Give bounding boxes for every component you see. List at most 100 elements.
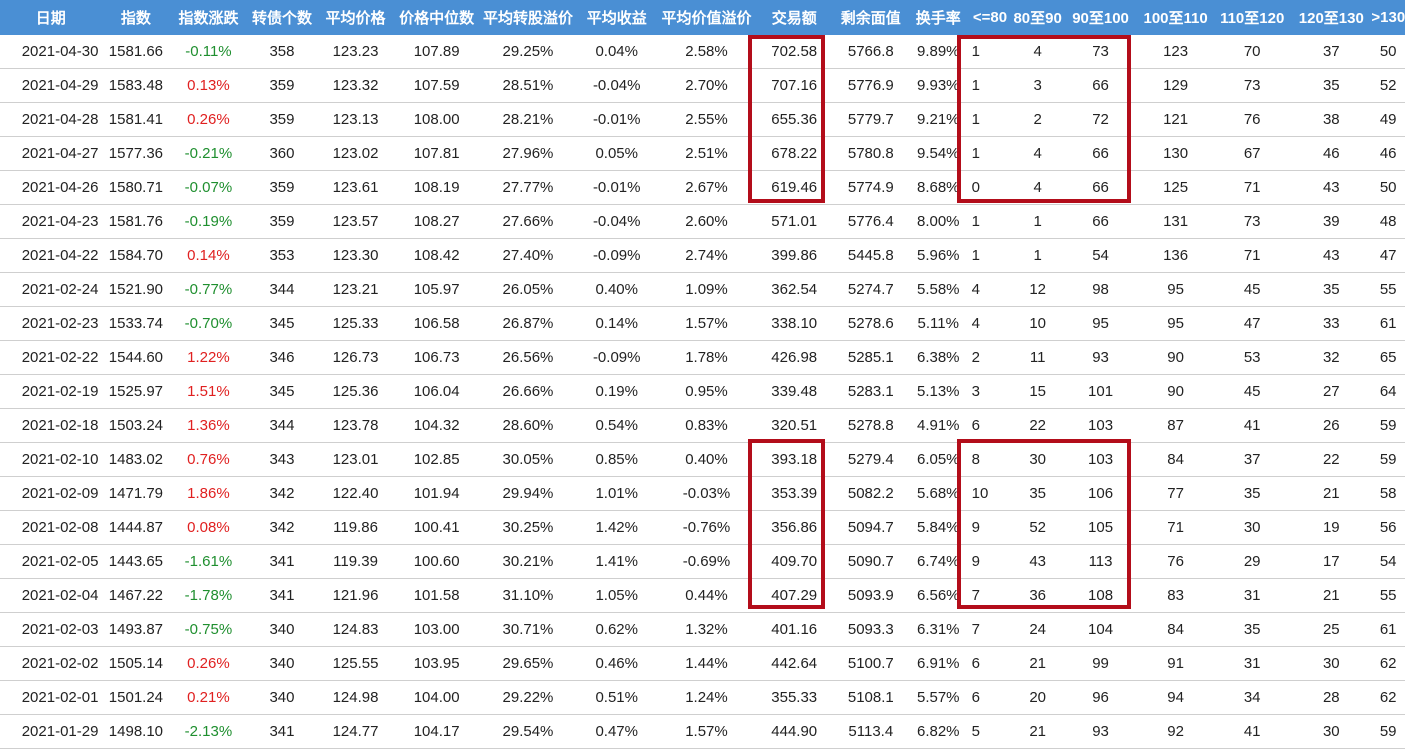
table-row[interactable]: 2021-04-30 1581.66 -0.11% 358 123.23 107.89 29… [0,35,1405,69]
cell-le80: 5 [967,714,1013,749]
table-row[interactable]: 2021-04-28 1581.41 0.26% 359 123.13 108.00 28.… [0,102,1405,137]
cell-90-100: 54 [1063,238,1139,273]
header-bond-count[interactable]: 转债个数 [246,0,318,35]
table-row[interactable]: 2021-02-22 1544.60 1.22% 346 126.73 106.73 26.… [0,340,1405,375]
cell-le80: 4 [967,272,1013,307]
cell-turnover: 6.91% [908,646,968,681]
header-le80[interactable]: <=80 [967,0,1013,35]
header-avg-price[interactable]: 平均价格 [317,0,394,35]
table-row[interactable]: 2021-02-10 1483.02 0.76% 343 123.01 102.85 30.… [0,442,1405,477]
cell-avg-value-premium: 1.57% [657,306,756,341]
cell-bond-count: 341 [246,714,318,749]
cell-avg-return: -0.04% [576,204,658,239]
cell-median-price: 107.81 [393,136,480,171]
cell-avg-return: 1.01% [576,476,658,511]
cell-avg-return: 1.05% [576,578,658,613]
cell-index: 1498.10 [101,714,171,749]
cell-turnover: 5.13% [908,374,968,409]
cell-le80: 1 [967,204,1013,239]
header-remaining-face[interactable]: 剩余面值 [832,0,909,35]
cell-gt130: 50 [1371,170,1405,205]
table-row[interactable]: 2021-02-04 1467.22 -1.78% 341 121.96 101.58 31… [0,578,1405,613]
header-date[interactable]: 日期 [0,0,102,35]
cell-110-120: 73 [1213,204,1292,239]
cell-avg-conversion-premium: 26.05% [479,272,577,307]
header-avg-conversion-premium[interactable]: 平均转股溢价 [479,0,577,35]
header-volume[interactable]: 交易额 [755,0,833,35]
cell-avg-conversion-premium: 26.56% [479,340,577,375]
table-row[interactable]: 2021-01-29 1498.10 -2.13% 341 124.77 104.17 29… [0,714,1405,749]
cell-date: 2021-04-29 [0,68,102,103]
table-row[interactable]: 2021-04-26 1580.71 -0.07% 359 123.61 108.19 27… [0,170,1405,205]
table-row[interactable]: 2021-02-01 1501.24 0.21% 340 124.98 104.00 29.… [0,680,1405,715]
header-index-change[interactable]: 指数涨跌 [170,0,247,35]
cell-110-120: 45 [1213,374,1292,409]
cell-remaining-face: 5108.1 [832,680,909,715]
cell-remaining-face: 5285.1 [832,340,909,375]
cell-80-90: 12 [1012,272,1064,307]
header-80-90[interactable]: 80至90 [1012,0,1064,35]
header-index[interactable]: 指数 [101,0,171,35]
header-avg-return[interactable]: 平均收益 [576,0,658,35]
cell-80-90: 4 [1012,136,1064,171]
cell-80-90: 4 [1012,35,1064,69]
table-row[interactable]: 2021-02-18 1503.24 1.36% 344 123.78 104.32 28.… [0,408,1405,443]
table-row[interactable]: 2021-04-23 1581.76 -0.19% 359 123.57 108.27 27… [0,204,1405,239]
header-100-110[interactable]: 100至110 [1138,0,1214,35]
table-row[interactable]: 2021-04-29 1583.48 0.13% 359 123.32 107.59 28.… [0,68,1405,103]
table-row[interactable]: 2021-02-05 1443.65 -1.61% 341 119.39 100.60 30… [0,544,1405,579]
header-row: 日期 指数 指数涨跌 转债个数 平均价格 价格中位数 平均转股溢价 平均收益 平均价值溢价 交易额… [0,0,1405,35]
cell-remaining-face: 5082.2 [832,476,909,511]
cell-bond-count: 341 [246,578,318,613]
header-gt130[interactable]: >130 [1371,0,1405,35]
cell-avg-price: 125.36 [317,374,394,409]
cell-avg-value-premium: 2.58% [657,35,756,69]
cell-index-change: 1.36% [170,408,247,443]
table-row[interactable]: 2021-04-27 1577.36 -0.21% 360 123.02 107.81 27… [0,136,1405,171]
table-row[interactable]: 2021-02-23 1533.74 -0.70% 345 125.33 106.58 26… [0,306,1405,341]
cell-date: 2021-04-30 [0,35,102,69]
cell-le80: 6 [967,408,1013,443]
table-row[interactable]: 2021-04-22 1584.70 0.14% 353 123.30 108.42 27.… [0,238,1405,273]
table-row[interactable]: 2021-02-24 1521.90 -0.77% 344 123.21 105.97 26… [0,272,1405,307]
cell-le80: 6 [967,646,1013,681]
cell-100-110: 123 [1138,35,1214,69]
table-row[interactable]: 2021-02-02 1505.14 0.26% 340 125.55 103.95 29.… [0,646,1405,681]
cell-volume: 401.16 [755,612,833,647]
cell-100-110: 95 [1138,306,1214,341]
cell-100-110: 90 [1138,340,1214,375]
cell-date: 2021-02-01 [0,680,102,715]
cell-90-100: 93 [1063,714,1139,749]
cell-turnover: 4.91% [908,408,968,443]
cell-90-100: 73 [1063,35,1139,69]
header-turnover[interactable]: 换手率 [908,0,968,35]
cell-gt130: 55 [1371,272,1405,307]
cell-index-change: 0.26% [170,646,247,681]
table-row[interactable]: 2021-02-08 1444.87 0.08% 342 119.86 100.41 30.… [0,510,1405,545]
cell-90-100: 93 [1063,340,1139,375]
table-row[interactable]: 2021-02-03 1493.87 -0.75% 340 124.83 103.00 30… [0,612,1405,647]
cell-turnover: 5.57% [908,680,968,715]
cell-volume: 338.10 [755,306,833,341]
cell-110-120: 73 [1213,68,1292,103]
table-row[interactable]: 2021-02-09 1471.79 1.86% 342 122.40 101.94 29.… [0,476,1405,511]
cell-avg-conversion-premium: 29.25% [479,35,577,69]
table-row[interactable]: 2021-02-19 1525.97 1.51% 345 125.36 106.04 26.… [0,374,1405,409]
cell-100-110: 121 [1138,102,1214,137]
cell-avg-conversion-premium: 30.05% [479,442,577,477]
cell-gt130: 58 [1371,476,1405,511]
cell-volume: 707.16 [755,68,833,103]
cell-index: 1581.66 [101,35,171,69]
header-110-120[interactable]: 110至120 [1213,0,1292,35]
header-median-price[interactable]: 价格中位数 [393,0,480,35]
cell-index: 1525.97 [101,374,171,409]
table-body: 2021-04-30 1581.66 -0.11% 358 123.23 107.89 29… [0,35,1405,749]
cell-avg-return: 0.51% [576,680,658,715]
cell-index: 1544.60 [101,340,171,375]
cell-index-change: -0.70% [170,306,247,341]
header-avg-value-premium[interactable]: 平均价值溢价 [657,0,756,35]
cell-turnover: 6.38% [908,340,968,375]
header-120-130[interactable]: 120至130 [1291,0,1372,35]
cell-remaining-face: 5278.8 [832,408,909,443]
header-90-100[interactable]: 90至100 [1063,0,1139,35]
